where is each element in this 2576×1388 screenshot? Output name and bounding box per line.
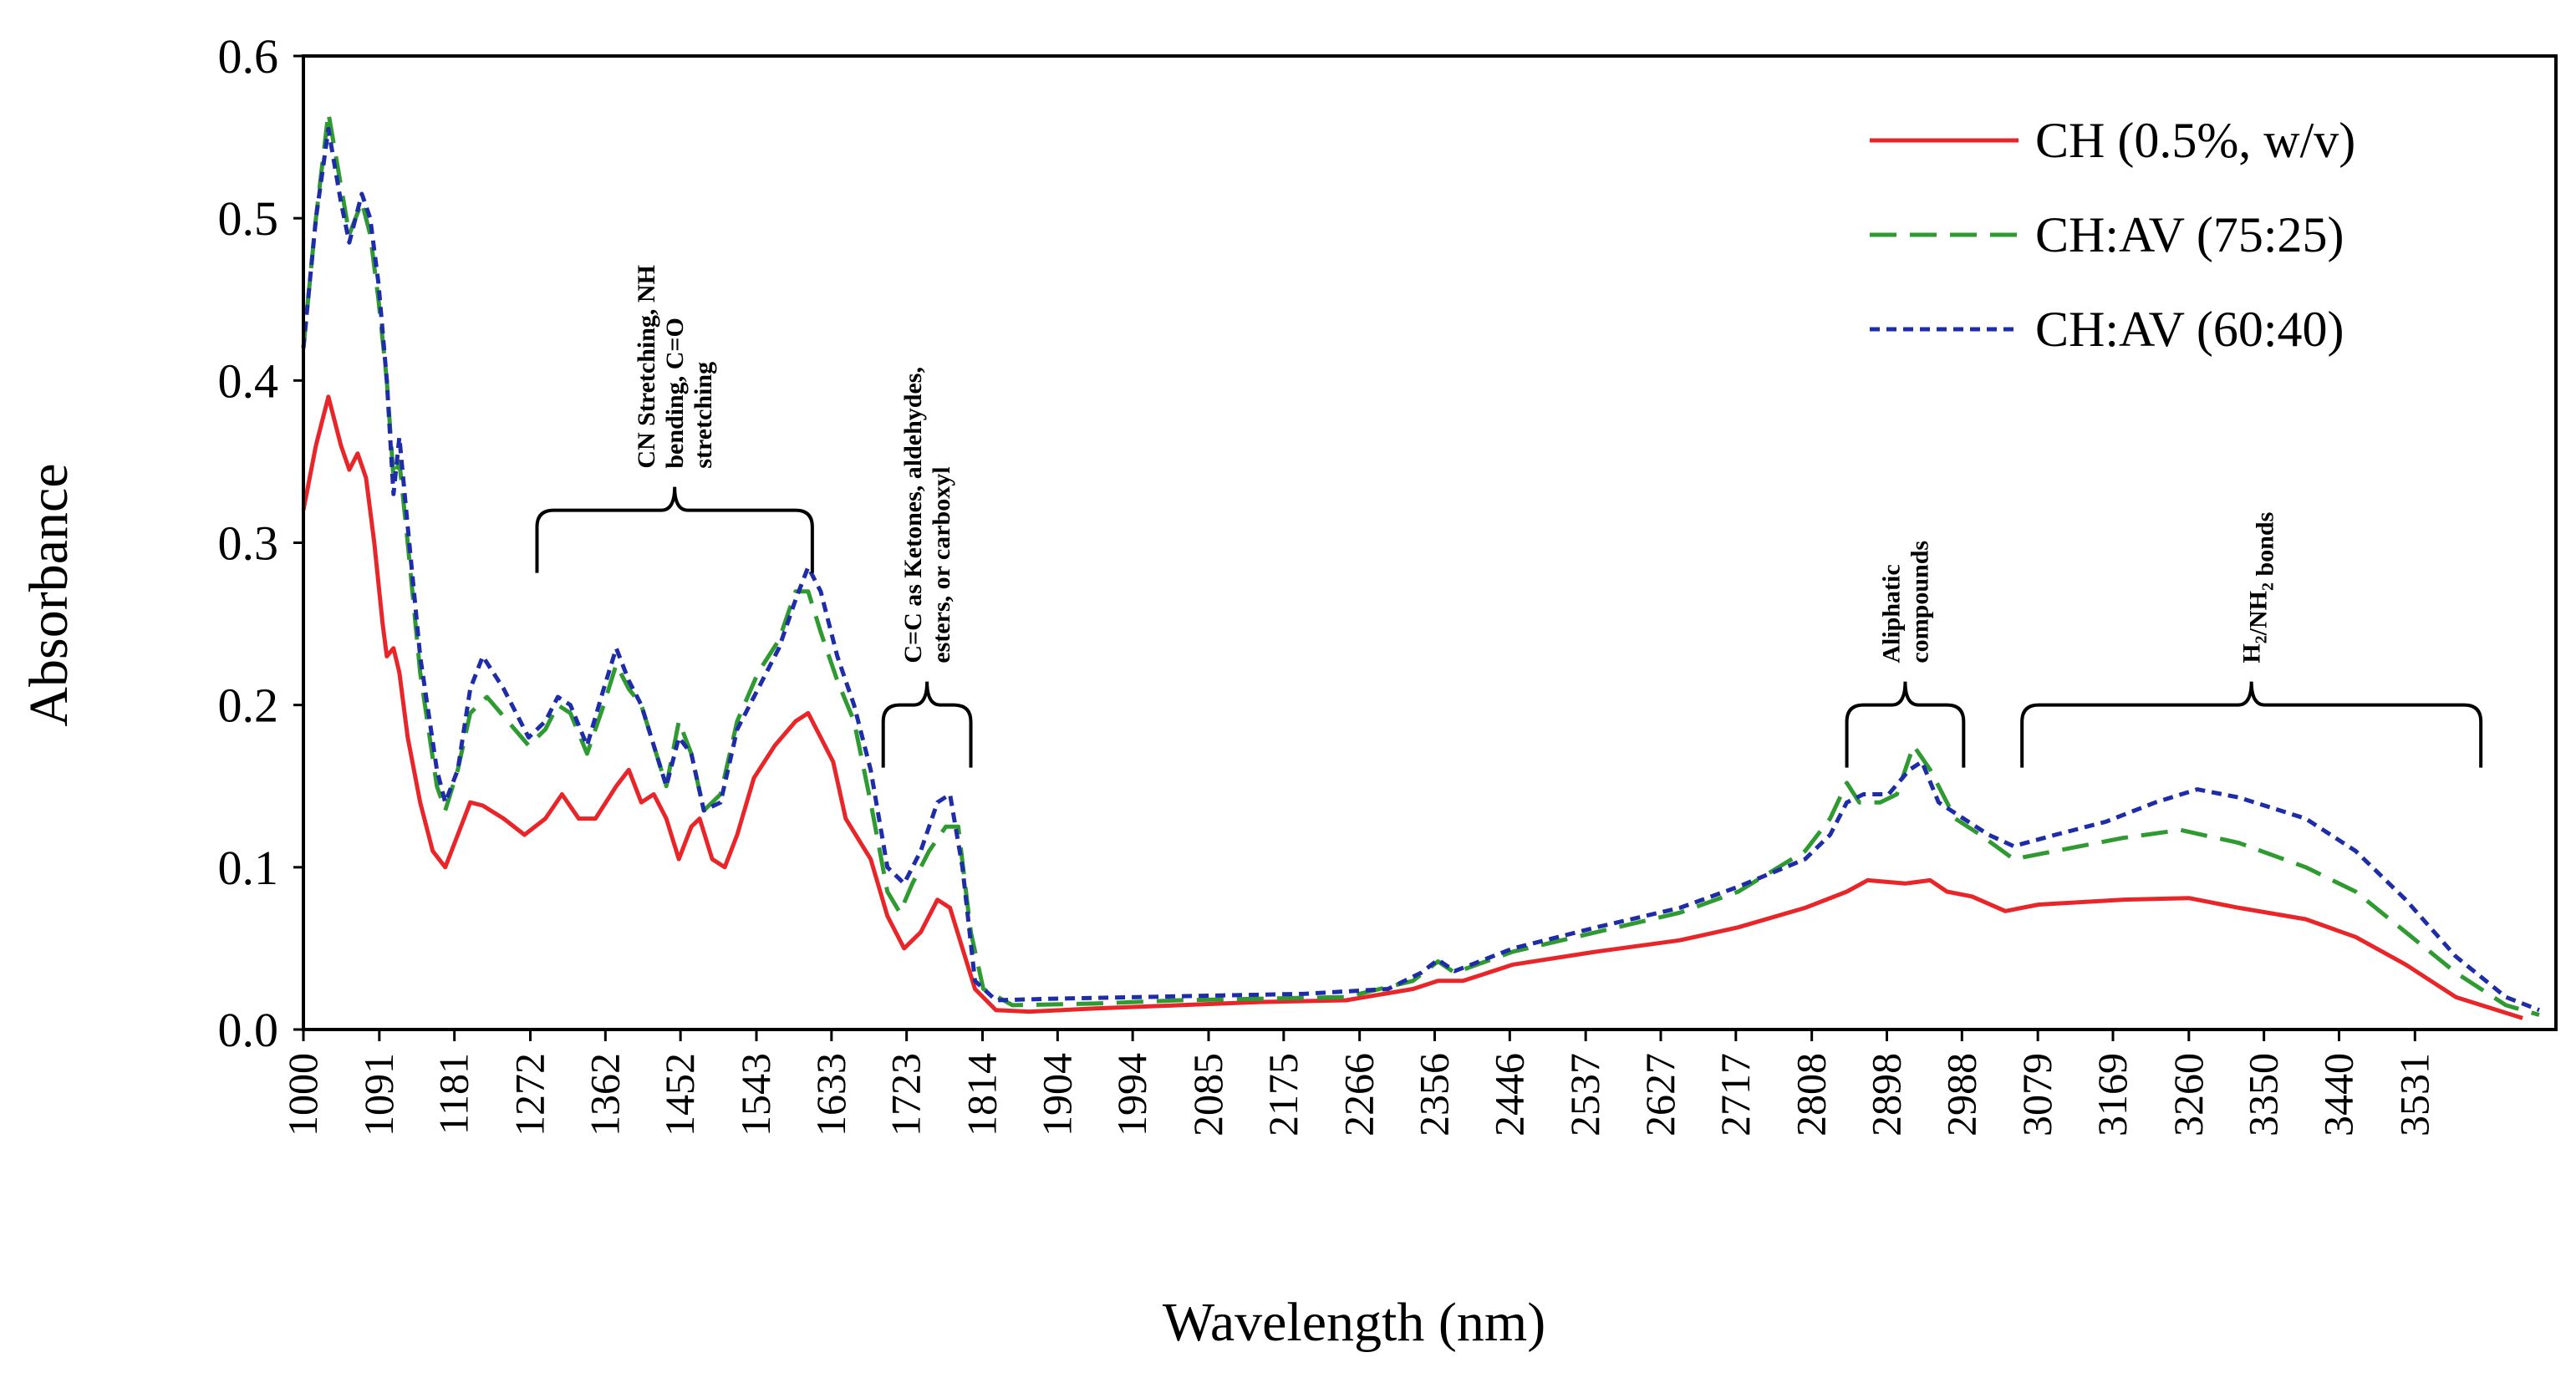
series-line-2	[301, 110, 2540, 1017]
x-tick-label: 1723	[883, 1053, 929, 1136]
y-tick-label: 0.1	[218, 841, 279, 895]
x-tick-label: 2537	[1561, 1053, 1608, 1136]
y-tick-label: 0.4	[218, 353, 279, 408]
annotation-text-cn: CN Stretching, NH	[633, 265, 660, 469]
x-tick-label: 1543	[732, 1053, 779, 1136]
x-tick-label: 2175	[1260, 1053, 1306, 1136]
x-tick-label: 2898	[1862, 1053, 1909, 1136]
x-tick-label: 3531	[2390, 1053, 2437, 1136]
x-axis-title: Wavelength (nm)	[1163, 1292, 1545, 1353]
y-axis: 0.0 0.1 0.2 0.3 0.4 0.5 0.6	[218, 29, 303, 1057]
x-tick-label: 1994	[1108, 1053, 1155, 1136]
x-tick-label: 2085	[1184, 1053, 1231, 1136]
y-tick-label: 0.6	[218, 29, 279, 84]
x-tick-label: 3440	[2314, 1053, 2361, 1136]
legend-label-2: CH:AV (75:25)	[2035, 207, 2344, 262]
x-tick-label: 2446	[1485, 1053, 1532, 1136]
annotation-bracket-aliphatic	[1845, 681, 1966, 768]
x-tick-label: 1452	[656, 1053, 703, 1136]
y-tick-label: 0.3	[218, 516, 279, 571]
annotations-layer: CN Stretching, NH bending, C=O stretching C…	[535, 265, 2483, 768]
x-tick-label: 1272	[506, 1053, 552, 1136]
annotation-text-cn: stretching	[690, 362, 717, 469]
legend: CH (0.5%, w/v) CH:AV (75:25) CH:AV (60:40)	[1870, 113, 2355, 357]
legend-label-1: CH (0.5%, w/v)	[2035, 113, 2355, 168]
annotation-text-aliphatic: Aliphatic	[1877, 564, 1905, 663]
x-tick-label: 1904	[1033, 1053, 1080, 1136]
x-tick-label: 2266	[1336, 1053, 1382, 1136]
y-axis-title: Absorbance	[18, 463, 79, 726]
legend-label-3: CH:AV (60:40)	[2035, 302, 2344, 357]
annotation-bracket-cc	[881, 681, 973, 768]
annotation-bracket-cn	[535, 486, 814, 573]
x-tick-label: 2356	[1410, 1053, 1457, 1136]
series-line-1	[301, 394, 2523, 1020]
x-tick-label: 1091	[355, 1053, 402, 1136]
annotation-text-h2nh2: H2/NH2 bonds	[2238, 512, 2279, 663]
x-tick-label: 1000	[279, 1053, 326, 1136]
y-tick-label: 0.2	[218, 679, 279, 733]
series-line-3	[301, 126, 2540, 1013]
y-tick-label: 0.5	[218, 191, 279, 246]
annotation-text-cc: esters, or carboxyl	[928, 466, 955, 663]
x-tick-label: 1362	[581, 1053, 628, 1136]
annotation-text-aliphatic: compounds	[1906, 541, 1933, 663]
x-tick-label: 2988	[1937, 1053, 1984, 1136]
annotation-bracket-h2nh2	[2020, 681, 2483, 768]
x-tick-label: 2627	[1637, 1053, 1683, 1136]
x-tick-label: 1181	[430, 1053, 477, 1135]
series-layer	[301, 110, 2540, 1020]
annotation-text-cc: C=C as Ketones, aldehydes,	[899, 367, 927, 663]
x-tick-label: 3079	[2013, 1053, 2060, 1136]
annotation-text-cn: bending, C=O	[661, 318, 689, 468]
x-tick-label: 3169	[2089, 1053, 2136, 1136]
x-tick-label: 1633	[807, 1053, 854, 1136]
y-tick-label: 0.0	[218, 1003, 279, 1057]
x-tick-label: 2717	[1712, 1053, 1759, 1136]
x-tick-label: 2808	[1788, 1053, 1835, 1136]
x-axis: 1000 1091 1181 1272 1362 1452 1543 1633 1723 1814…	[279, 1030, 2437, 1136]
x-tick-label: 3350	[2240, 1053, 2287, 1136]
x-tick-label: 3260	[2165, 1053, 2212, 1136]
x-tick-label: 1814	[958, 1053, 1005, 1136]
